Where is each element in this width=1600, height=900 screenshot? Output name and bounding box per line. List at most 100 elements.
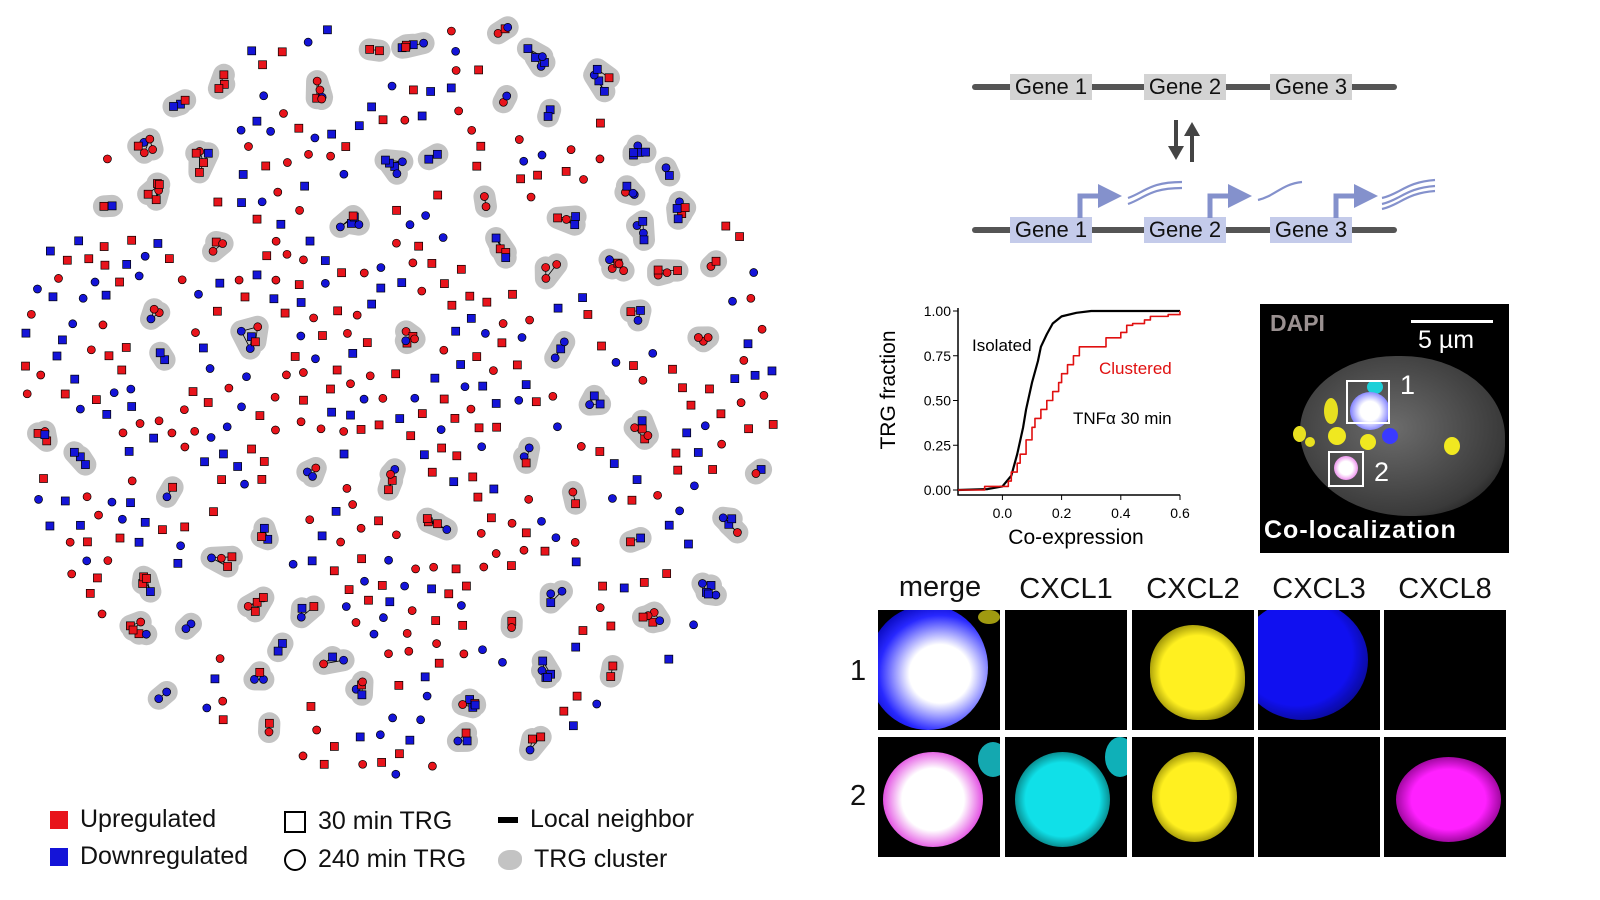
gene-node (303, 37, 313, 47)
gene-node (377, 581, 387, 590)
gene-node (653, 490, 662, 500)
gene-node (107, 497, 117, 507)
gene-node (352, 310, 362, 320)
gene-node (546, 598, 556, 607)
gene-node (320, 256, 330, 265)
gene-node (735, 232, 744, 241)
gene-node (429, 562, 438, 572)
gene-node (374, 516, 383, 526)
gene-node (214, 84, 224, 93)
gene-node (757, 324, 767, 334)
gene-node (315, 85, 325, 95)
gene-node (728, 296, 737, 306)
roi-box-1 (1346, 380, 1390, 424)
gene-node (356, 425, 366, 434)
gene-node (420, 672, 430, 682)
gene-node (310, 133, 320, 143)
gene-node (689, 620, 698, 630)
gene-node (45, 521, 55, 531)
gene-node (339, 449, 349, 459)
gene-node (427, 467, 437, 477)
gene-node (146, 314, 156, 324)
gene-node (711, 256, 721, 266)
gene-node (216, 553, 226, 563)
gene-node (208, 246, 218, 256)
gene-node (517, 333, 527, 342)
legend-label: Upregulated (80, 805, 217, 833)
spot (1324, 398, 1338, 424)
gene-node (746, 293, 756, 303)
gene-node (407, 606, 417, 615)
gene-node (432, 639, 441, 648)
gene-node (118, 428, 128, 438)
gene-node (359, 268, 369, 278)
y-tick-label: 0.75 (924, 348, 951, 364)
gene-node (103, 556, 113, 565)
gene-node (605, 255, 614, 264)
gene-node (411, 564, 420, 574)
gene-node (99, 201, 109, 211)
gene-node (306, 702, 316, 711)
gene-node (571, 557, 581, 567)
gene-node (252, 270, 262, 280)
gene-node (541, 263, 551, 272)
gene-node (167, 428, 177, 438)
gene-node (662, 569, 672, 578)
chart-annotation: TNFα 30 min (1073, 409, 1172, 428)
gene-node (478, 645, 487, 655)
gene-node (465, 291, 475, 301)
legend-label: 30 min TRG (318, 807, 453, 835)
gene-node (703, 589, 713, 599)
gene-node (568, 487, 578, 497)
gene-node (749, 268, 759, 277)
gene-node (540, 546, 550, 556)
x-tick-label: 0.0 (993, 505, 1013, 521)
gene-node (466, 404, 476, 414)
gene-node (559, 337, 569, 347)
gene-node (62, 255, 72, 265)
gene-node (427, 584, 436, 594)
gene-node (501, 253, 511, 262)
gene-node (451, 66, 461, 75)
gene-node (468, 472, 478, 482)
gene-node (392, 238, 401, 248)
gene-node (614, 259, 624, 269)
gene-node (319, 759, 329, 769)
gene-node (234, 275, 244, 285)
gene-node (433, 190, 443, 200)
gene-node (458, 700, 467, 709)
gene-node (148, 145, 157, 154)
legend-label: Local neighbor (530, 805, 695, 833)
gene-node (641, 147, 650, 157)
gene-node (271, 236, 281, 246)
gene-node (205, 364, 215, 373)
scale-bar-label: 5 µm (1418, 326, 1475, 354)
gene-node (259, 91, 269, 101)
gene-node (121, 343, 131, 352)
gene-node (259, 593, 268, 602)
gene-node (487, 513, 496, 523)
gene-node (466, 314, 476, 323)
gene-node (271, 425, 280, 435)
series-line-clustered (958, 311, 1181, 491)
x-axis-label: Co-expression (1008, 526, 1143, 549)
gene-node (252, 116, 262, 126)
gene-node (158, 525, 167, 535)
gene-node (317, 94, 327, 104)
gene-box-active: Gene 2 (1144, 217, 1226, 243)
gene-node (70, 374, 80, 384)
gene-node (405, 735, 415, 745)
gene-node (127, 402, 137, 411)
gene-node (462, 581, 471, 591)
gene-node (162, 687, 172, 697)
gene-node (305, 515, 315, 525)
gene-node (454, 106, 463, 116)
gene-node (139, 148, 149, 158)
gene-node (541, 274, 551, 283)
gene-node (637, 424, 647, 434)
gene-node (387, 81, 397, 91)
gene-node (507, 561, 516, 570)
gene-node (46, 246, 55, 256)
gene-node (339, 169, 349, 179)
gene-node (571, 499, 580, 509)
